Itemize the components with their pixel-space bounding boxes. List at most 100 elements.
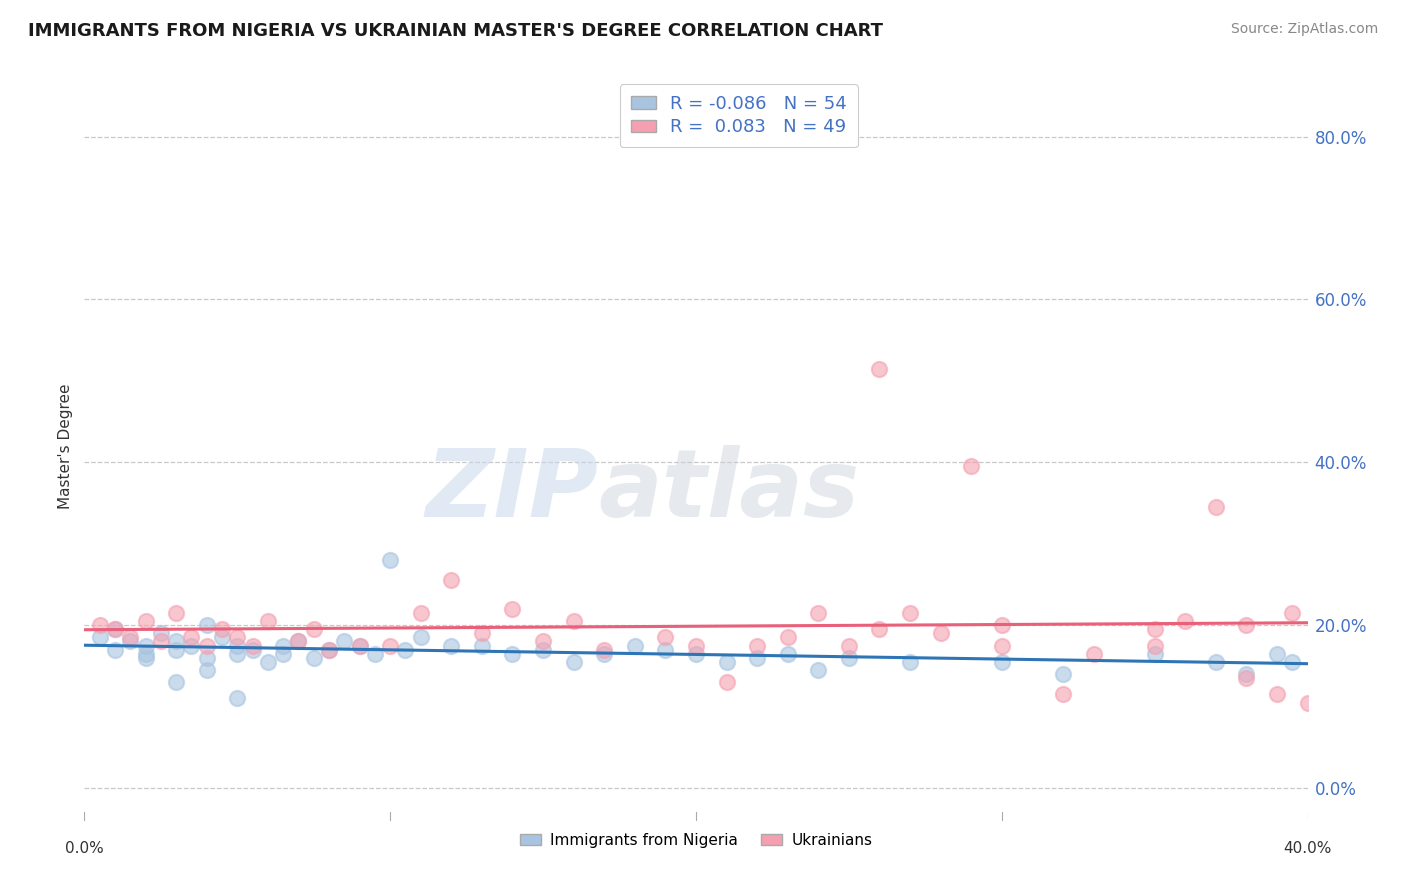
- Point: [135, 639, 157, 653]
- Point: [716, 655, 738, 669]
- Point: [1143, 639, 1166, 653]
- Point: [531, 642, 554, 657]
- Point: [135, 614, 157, 628]
- Text: 0.0%: 0.0%: [65, 841, 104, 856]
- Point: [165, 606, 187, 620]
- Point: [1143, 647, 1166, 661]
- Point: [531, 634, 554, 648]
- Point: [180, 639, 202, 653]
- Point: [287, 634, 309, 648]
- Point: [195, 618, 218, 632]
- Point: [776, 647, 799, 661]
- Point: [593, 642, 616, 657]
- Y-axis label: Master's Degree: Master's Degree: [58, 384, 73, 508]
- Point: [1265, 687, 1288, 701]
- Point: [1296, 696, 1319, 710]
- Legend: Immigrants from Nigeria, Ukrainians: Immigrants from Nigeria, Ukrainians: [513, 827, 879, 855]
- Point: [440, 574, 463, 588]
- Point: [1174, 614, 1197, 628]
- Point: [502, 647, 524, 661]
- Point: [349, 639, 371, 653]
- Point: [409, 606, 432, 620]
- Point: [869, 361, 891, 376]
- Point: [991, 655, 1014, 669]
- Point: [562, 614, 585, 628]
- Point: [195, 663, 218, 677]
- Point: [364, 647, 387, 661]
- Point: [165, 642, 187, 657]
- Point: [195, 639, 218, 653]
- Point: [685, 647, 707, 661]
- Point: [593, 647, 616, 661]
- Point: [747, 650, 769, 665]
- Point: [257, 655, 280, 669]
- Point: [195, 650, 218, 665]
- Point: [562, 655, 585, 669]
- Point: [226, 639, 249, 653]
- Point: [838, 639, 860, 653]
- Text: IMMIGRANTS FROM NIGERIA VS UKRAINIAN MASTER'S DEGREE CORRELATION CHART: IMMIGRANTS FROM NIGERIA VS UKRAINIAN MAS…: [28, 22, 883, 40]
- Point: [1236, 618, 1258, 632]
- Point: [898, 606, 921, 620]
- Point: [960, 459, 983, 474]
- Point: [1052, 687, 1074, 701]
- Text: atlas: atlas: [598, 445, 859, 537]
- Point: [716, 675, 738, 690]
- Point: [409, 631, 432, 645]
- Point: [929, 626, 952, 640]
- Point: [471, 626, 494, 640]
- Point: [149, 634, 172, 648]
- Point: [747, 639, 769, 653]
- Point: [180, 631, 202, 645]
- Point: [165, 634, 187, 648]
- Point: [898, 655, 921, 669]
- Point: [226, 691, 249, 706]
- Point: [226, 631, 249, 645]
- Point: [135, 647, 157, 661]
- Point: [1083, 647, 1105, 661]
- Point: [257, 614, 280, 628]
- Text: 40.0%: 40.0%: [1284, 841, 1331, 856]
- Point: [1236, 671, 1258, 685]
- Point: [1236, 667, 1258, 681]
- Point: [89, 631, 111, 645]
- Point: [624, 639, 647, 653]
- Point: [318, 642, 340, 657]
- Point: [120, 634, 142, 648]
- Point: [287, 634, 309, 648]
- Point: [302, 622, 325, 636]
- Point: [991, 618, 1014, 632]
- Point: [120, 631, 142, 645]
- Text: ZIP: ZIP: [425, 445, 598, 537]
- Point: [242, 639, 264, 653]
- Point: [1281, 606, 1303, 620]
- Point: [1052, 667, 1074, 681]
- Point: [654, 642, 676, 657]
- Point: [1281, 655, 1303, 669]
- Point: [211, 631, 233, 645]
- Point: [685, 639, 707, 653]
- Point: [349, 639, 371, 653]
- Point: [1205, 500, 1227, 514]
- Point: [807, 663, 830, 677]
- Point: [807, 606, 830, 620]
- Point: [226, 647, 249, 661]
- Point: [104, 622, 127, 636]
- Point: [869, 622, 891, 636]
- Point: [440, 639, 463, 653]
- Point: [318, 642, 340, 657]
- Point: [471, 639, 494, 653]
- Point: [380, 553, 402, 567]
- Point: [271, 639, 294, 653]
- Point: [394, 642, 416, 657]
- Point: [271, 647, 294, 661]
- Point: [502, 602, 524, 616]
- Text: Source: ZipAtlas.com: Source: ZipAtlas.com: [1230, 22, 1378, 37]
- Point: [104, 622, 127, 636]
- Point: [1205, 655, 1227, 669]
- Point: [838, 650, 860, 665]
- Point: [165, 675, 187, 690]
- Point: [991, 639, 1014, 653]
- Point: [776, 631, 799, 645]
- Point: [242, 642, 264, 657]
